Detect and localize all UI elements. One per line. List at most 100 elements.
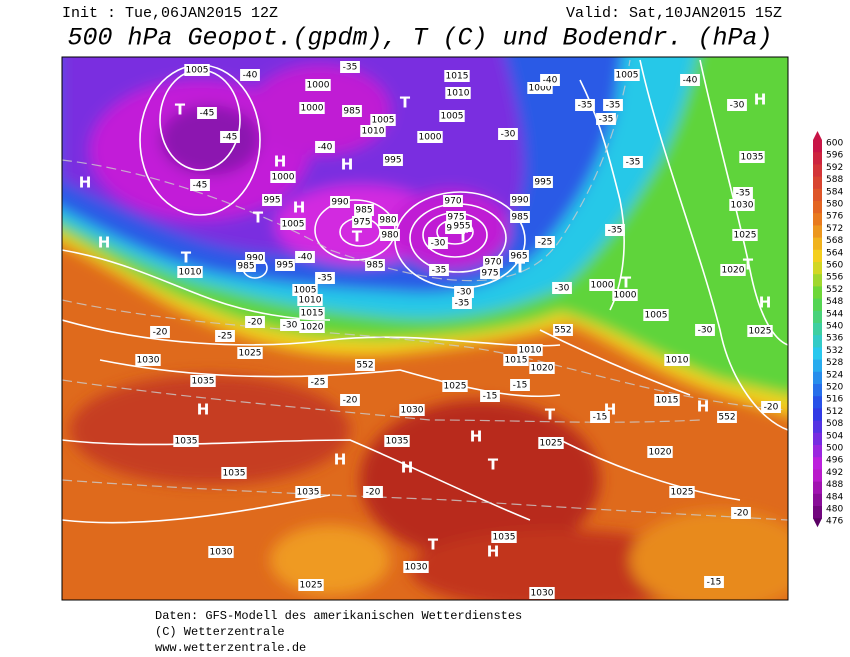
colorbar-cell [813, 371, 822, 385]
isotherm-label-box [596, 113, 616, 125]
isobar-label-box [452, 220, 472, 232]
colorbar-cell [813, 457, 822, 470]
colorbar-cap [813, 518, 822, 528]
isobar-label: 1020 [649, 448, 672, 458]
isobar-label-box [517, 344, 543, 356]
colorbar-label: 552 [826, 285, 843, 295]
isobar-label: 995 [263, 196, 280, 206]
isotherm-label: -45 [193, 181, 208, 191]
map-frame [61, 56, 789, 601]
isobar-label: 1000 [272, 173, 295, 183]
pressure-center: T [488, 456, 499, 474]
colorbar-cell [813, 237, 822, 251]
colorbar-label: 548 [826, 297, 843, 307]
isobar-label: 995 [384, 156, 401, 166]
isobar-label: 1030 [210, 548, 233, 558]
isotherm-label-box [590, 411, 610, 423]
isotherm-label-box [245, 316, 265, 328]
isobar-label: 1025 [540, 439, 563, 449]
isobar-label: 1005 [294, 286, 317, 296]
isobar-label: 1010 [179, 268, 202, 278]
isobar-label: 1025 [300, 581, 323, 591]
isobar-label: 1025 [671, 488, 694, 498]
colorbar-cell [813, 188, 822, 202]
isobar-label: 1010 [447, 89, 470, 99]
isobar-label: 980 [381, 231, 398, 241]
isotherm-label-box [280, 319, 300, 331]
colorbar-cell [813, 420, 822, 434]
isotherm-label: -20 [764, 403, 779, 413]
colorbar-cell [813, 213, 822, 226]
isobar-label: 1000 [591, 281, 614, 291]
isotherm-label: -45 [200, 109, 215, 119]
isotherm-label: -40 [683, 76, 698, 86]
colorbar-label: 480 [826, 505, 843, 515]
isotherm-label-box [623, 156, 643, 168]
colorbar: 600 596 592 588 584 580 576 572 568 564 560 556 552 5… [813, 131, 843, 528]
isotherm-label-box [553, 324, 573, 336]
isotherm-label: -40 [318, 143, 333, 153]
colorbar-label: 512 [826, 407, 843, 417]
isotherm-label: -35 [578, 101, 593, 111]
isobar-label: 985 [511, 213, 528, 223]
isotherm-label: -25 [218, 332, 233, 342]
isobar-label: 1015 [301, 309, 324, 319]
isobar-label: 1010 [519, 346, 542, 356]
isobar-label-box [384, 435, 410, 447]
isobar-label: 1025 [239, 349, 262, 359]
isobar-label: 1015 [505, 356, 528, 366]
pressure-center: H [697, 398, 710, 416]
colorbar-cell [813, 274, 822, 287]
isobar-label: 990 [511, 196, 528, 206]
isobar-label-box [538, 437, 564, 449]
isobar-label-box [443, 195, 463, 207]
isobar-label-box [237, 347, 263, 359]
isotherm-label-box [540, 74, 560, 86]
isobar-label-box [664, 354, 690, 366]
colorbar-label: 600 [826, 139, 843, 149]
colorbar-label: 536 [826, 334, 843, 344]
colorbar-label: 496 [826, 456, 843, 466]
isobar-label: 1035 [386, 437, 409, 447]
isotherm-label-box [452, 297, 472, 309]
colorbar-label: 592 [826, 163, 843, 173]
isobar-label: 1010 [362, 127, 385, 137]
isotherm-label: -20 [248, 318, 263, 328]
isotherm-label-box [340, 394, 360, 406]
isobar-label: 985 [355, 206, 372, 216]
isobar-label-box [669, 486, 695, 498]
isobar-label: 1005 [441, 112, 464, 122]
isobar-label-box [589, 279, 615, 291]
pressure-center: H [334, 451, 347, 469]
colorbar-cell [813, 323, 822, 336]
pressure-center: T [400, 94, 411, 112]
isotherm-label-box [603, 99, 623, 111]
isobar-label-box [529, 362, 555, 374]
isobar-label-box [135, 354, 161, 366]
isobar-label-box [354, 204, 374, 216]
isotherm-label: -15 [483, 392, 498, 402]
isotherm-label: -40 [543, 76, 558, 86]
isotherm-label-box [197, 107, 217, 119]
colorbar-label: 568 [826, 236, 843, 246]
isobar-label: 1030 [137, 356, 160, 366]
isotherm-label-box [680, 74, 700, 86]
isotherm-label-box [761, 401, 781, 413]
isotherm-label-box [733, 187, 753, 199]
isobar-label-box [177, 266, 203, 278]
isobar-label-box [643, 309, 669, 321]
isobar-label: 955 [453, 222, 470, 232]
isobar-label: 970 [484, 258, 501, 268]
isobar-label: 990 [331, 198, 348, 208]
isotherm-label: -35 [736, 189, 751, 199]
isobar-label-box [439, 110, 465, 122]
colorbar-cell [813, 335, 822, 348]
pressure-center: H [341, 156, 354, 174]
isotherm-label: -20 [366, 488, 381, 498]
isobar-label: 980 [379, 216, 396, 226]
isobar-label-box [342, 105, 362, 117]
colorbar-cell [813, 249, 822, 263]
